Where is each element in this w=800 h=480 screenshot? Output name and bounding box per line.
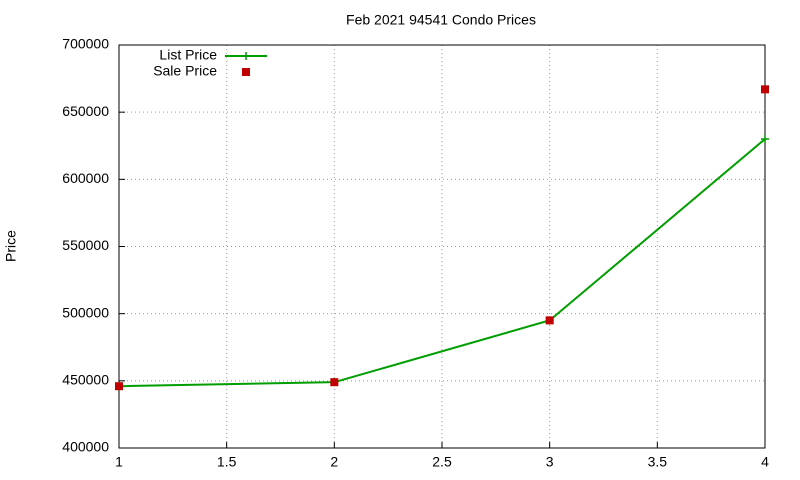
data-point: [761, 135, 769, 144]
y-tick-label: 450000: [62, 372, 109, 388]
plot-border: [118, 44, 766, 449]
y-tick-label: 500000: [62, 304, 109, 320]
y-tick-label: 700000: [62, 36, 109, 52]
x-tick-label: 1.5: [217, 454, 237, 470]
x-tick-label: 3.5: [648, 454, 668, 470]
x-tick-label: 3: [546, 454, 554, 470]
legend-label: List Price: [159, 47, 217, 63]
y-tick-label: 650000: [62, 103, 109, 119]
legend-label: Sale Price: [153, 63, 217, 79]
x-tick-label: 2.5: [432, 454, 452, 470]
legend-marker: [242, 52, 250, 60]
data-point: [545, 316, 554, 325]
y-axis-label: Price: [3, 230, 19, 262]
x-tick-label: 4: [761, 454, 769, 470]
series-line: [118, 138, 766, 388]
data-point: [115, 382, 123, 391]
y-tick-label: 550000: [62, 237, 109, 253]
legend-marker: [242, 68, 250, 76]
data-point: [330, 378, 339, 387]
chart-title: Feb 2021 94541 Condo Prices: [346, 12, 536, 28]
x-tick-label: 2: [330, 454, 338, 470]
y-tick-label: 600000: [62, 170, 109, 186]
data-point: [761, 85, 769, 94]
y-tick-label: 400000: [62, 439, 109, 455]
x-tick-label: 1: [115, 454, 123, 470]
